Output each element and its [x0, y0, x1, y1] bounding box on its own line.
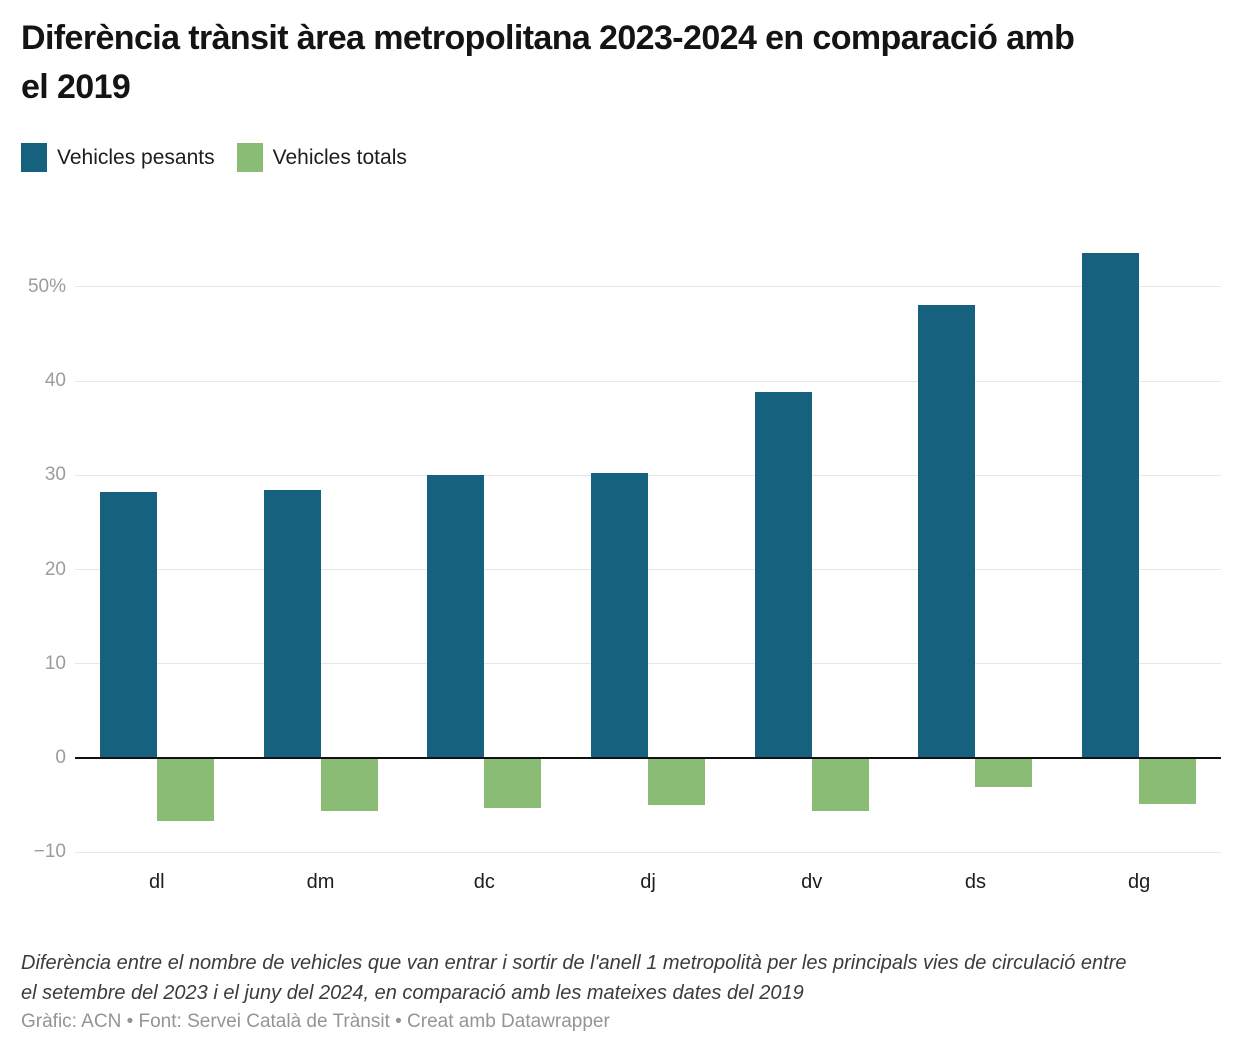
legend: Vehicles pesants Vehicles totals: [21, 143, 407, 172]
legend-item-vehicles-pesants: Vehicles pesants: [21, 143, 215, 172]
legend-label-vehicles-totals: Vehicles totals: [272, 145, 407, 169]
bar-vehicles-pesants-dj[interactable]: [591, 473, 648, 758]
x-tick-label-dm: dm: [306, 871, 335, 893]
bar-vehicles-pesants-dv[interactable]: [754, 392, 812, 758]
y-tick-label-10: 10: [44, 652, 66, 674]
y-tick-label-20: 20: [44, 558, 66, 580]
bar-vehicles-totals-dg[interactable]: [1139, 758, 1197, 805]
y-tick-label-30: 30: [44, 464, 66, 486]
gridline-50: [75, 286, 1221, 288]
y-tick-label-0: 0: [55, 747, 66, 768]
bar-vehicles-pesants-dc[interactable]: [427, 475, 485, 758]
gridline--10: [75, 851, 1221, 853]
legend-swatch-vehicles-pesants: [21, 143, 47, 172]
x-tick-label-dg: dg: [1128, 871, 1151, 893]
y-tick-label--10: −10: [33, 841, 66, 863]
bar-vehicles-totals-dm[interactable]: [320, 758, 378, 811]
bar-vehicles-totals-dv[interactable]: [811, 758, 869, 811]
gridline-40: [75, 380, 1221, 382]
y-tick-label-40: 40: [44, 370, 66, 391]
x-tick-label-dc: dc: [473, 871, 495, 893]
zero-baseline: [75, 757, 1221, 759]
bar-vehicles-totals-ds[interactable]: [975, 758, 1033, 788]
bar-vehicles-totals-dc[interactable]: [484, 758, 542, 808]
bar-vehicles-totals-dj[interactable]: [648, 758, 705, 806]
legend-swatch-vehicles-totals: [236, 143, 263, 172]
gridline-30: [75, 474, 1221, 476]
y-tick-label-50: 50%: [27, 275, 66, 297]
bar-vehicles-totals-dl[interactable]: [156, 758, 214, 822]
x-tick-label-dv: dv: [801, 871, 823, 893]
bar-vehicles-pesants-ds[interactable]: [918, 304, 976, 758]
x-tick-label-dl: dl: [149, 871, 165, 893]
page-title: Diferència trànsit àrea metropolitana 20…: [21, 19, 1075, 106]
bar-vehicles-pesants-dl[interactable]: [99, 492, 157, 758]
x-tick-label-ds: ds: [964, 871, 986, 893]
chart-attribution: Gràfic: ACN • Font: Servei Català de Trà…: [21, 1011, 610, 1032]
bar-vehicles-pesants-dg[interactable]: [1082, 252, 1140, 758]
legend-item-vehicles-totals: Vehicles totals: [236, 143, 407, 172]
bar-vehicles-pesants-dm[interactable]: [263, 490, 321, 758]
gridline-20: [75, 569, 1221, 570]
x-tick-label-dj: dj: [640, 871, 656, 893]
gridline-10: [75, 663, 1221, 665]
legend-label-vehicles-pesants: Vehicles pesants: [57, 145, 215, 169]
chart-note: Diferència entre el nombre de vehicles q…: [21, 952, 1127, 1004]
